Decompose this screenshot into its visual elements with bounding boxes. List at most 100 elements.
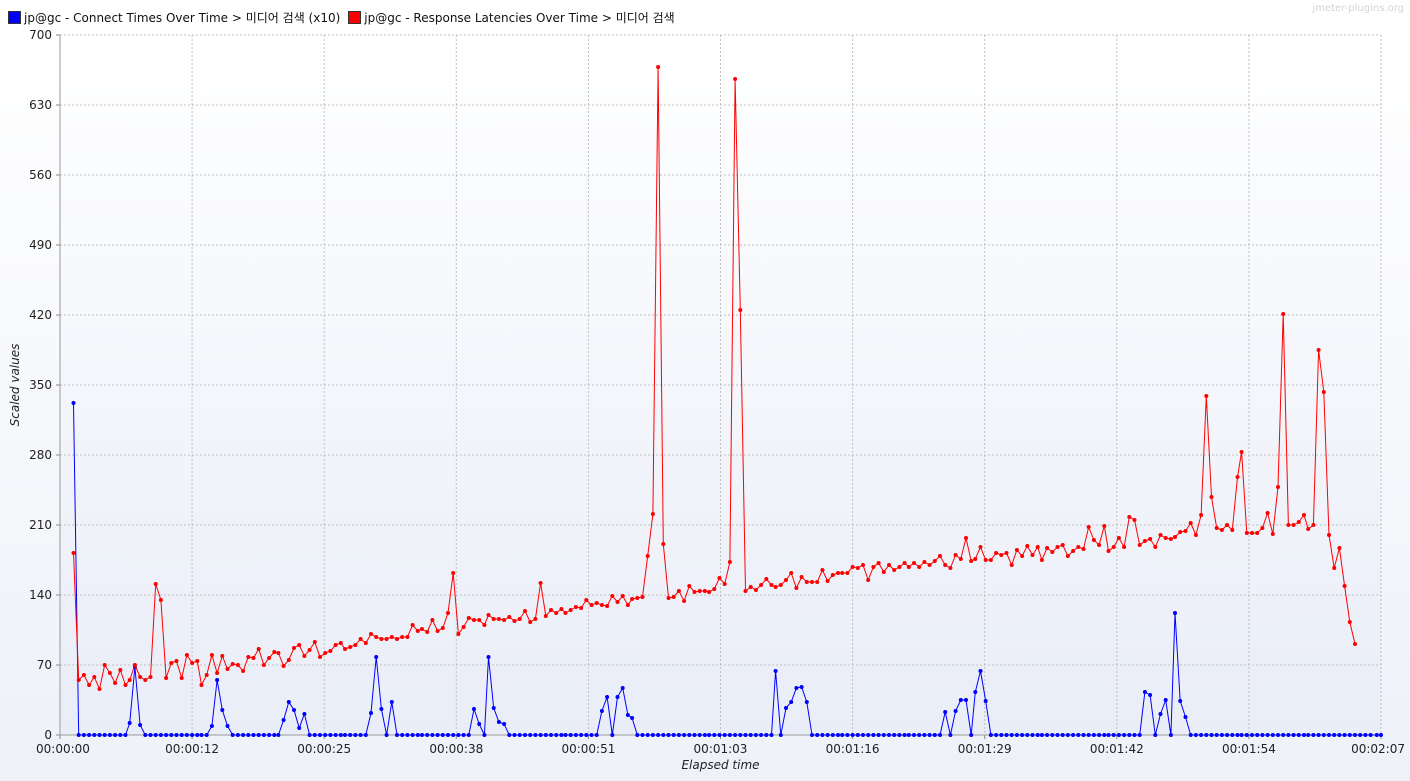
data-point [764,577,769,581]
data-point [778,733,783,737]
data-point [517,733,522,737]
data-point [523,733,527,737]
data-point [199,683,204,687]
data-point [964,698,968,702]
data-point [579,606,584,610]
data-point [1244,531,1249,535]
data-point [127,721,132,725]
data-point [102,663,107,667]
data-point [1132,518,1137,522]
data-point [225,667,230,671]
data-point [276,651,281,655]
data-point [190,661,195,665]
data-point [281,664,286,668]
data-point [1039,558,1044,562]
data-point [973,690,978,694]
data-point [799,685,804,689]
data-point [743,589,748,593]
data-point [1188,733,1193,737]
data-point [384,733,389,737]
data-point [307,648,312,652]
data-point [533,733,538,737]
data-point [256,733,261,737]
data-point [978,545,983,549]
data-point [1316,348,1321,352]
data-point [1230,733,1235,737]
data-point [1060,733,1065,737]
data-point [405,733,410,737]
data-point [395,637,399,641]
data-point [1025,544,1030,548]
data-point [97,687,102,691]
data-point [1311,733,1316,737]
data-point [983,558,988,562]
data-point [1153,733,1158,737]
data-point [1368,733,1373,737]
data-point [1091,538,1096,542]
data-point [697,589,702,593]
data-point [712,733,717,737]
data-point [389,700,394,704]
data-point [482,733,487,737]
data-point [1374,733,1379,737]
data-point [1225,523,1230,527]
data-point [1183,529,1188,533]
data-point [169,661,174,665]
data-point [1086,733,1091,737]
data-point [1337,546,1342,550]
data-point [943,710,948,714]
legend: jp@gc - Connect Times Over Time > 미디어 검색… [8,8,683,26]
data-point [491,706,496,710]
data-point [158,733,163,737]
data-point [599,709,604,713]
data-point [922,733,927,737]
data-point [312,640,317,644]
data-point [348,645,353,649]
data-point [906,565,911,569]
data-point [353,733,358,737]
data-point [1116,536,1121,540]
data-point [209,653,214,657]
data-point [251,733,256,737]
data-point [1178,699,1183,703]
data-point [964,536,968,540]
data-point [302,712,307,716]
data-point [748,733,753,737]
y-tick-label: 350 [29,378,52,392]
data-point [246,655,251,659]
data-point [1337,733,1342,737]
data-point [836,733,840,737]
data-point [682,733,687,737]
data-point [405,635,410,639]
data-point [138,675,143,679]
data-point [1148,537,1153,541]
data-point [1106,733,1111,737]
data-point [1163,698,1168,702]
data-point [512,619,517,623]
data-point [687,733,692,737]
data-point [1270,733,1275,737]
data-point [753,733,758,737]
data-point [538,733,543,737]
data-point [235,663,240,667]
data-point [840,571,845,575]
x-tick-label: 00:01:16 [826,742,880,756]
data-point [671,733,676,737]
data-point [425,630,430,634]
data-point [1127,733,1132,737]
data-point [594,733,599,737]
data-point [272,733,277,737]
data-point [1260,526,1265,530]
data-point [461,733,466,737]
data-point [563,611,568,615]
data-point [528,733,533,737]
data-point [292,646,296,650]
data-point [584,598,589,602]
data-point [1204,394,1209,398]
data-point [420,733,424,737]
data-point [861,733,865,737]
data-point [374,655,379,659]
data-point [118,733,123,737]
data-point [446,733,450,737]
x-tick-label: 00:00:51 [561,742,615,756]
